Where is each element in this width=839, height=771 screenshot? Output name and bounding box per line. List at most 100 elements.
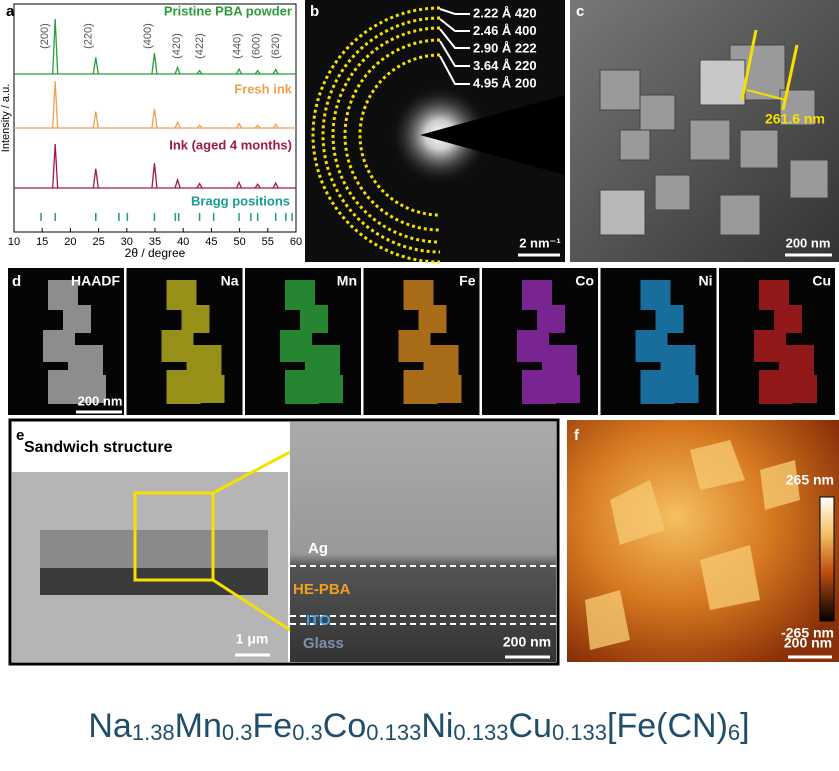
particle [640, 370, 675, 404]
peak-label: (220) [82, 23, 94, 49]
x-axis-label: 2θ / degree [125, 246, 186, 260]
peak [151, 53, 158, 75]
element: Na [88, 707, 132, 745]
title-bg [12, 422, 288, 472]
color-bar [819, 496, 835, 622]
particle [403, 370, 438, 404]
particles [280, 280, 343, 404]
panel-letter: c [576, 3, 584, 20]
saed-panel: 2.22 Å 420 2.46 Å 400 2.90 Å 222 3.64 Å 220… [305, 0, 565, 264]
panel-letter: f [574, 427, 580, 444]
layer-label: Ag [308, 540, 328, 557]
x-tick-label: 50 [233, 236, 245, 248]
subscript: 0.3 [292, 720, 323, 745]
element: Fe [253, 707, 293, 745]
subscript: 0.133 [453, 720, 508, 745]
layer-lines [290, 565, 556, 625]
x-tick-label: 45 [205, 236, 217, 248]
eds-panel: HAADF Na Mn Fe Co Ni Cu 200 nm [8, 268, 835, 415]
scale-bar-label: 1 μm [236, 631, 269, 647]
scale-bar-label: 200 nm [503, 634, 551, 650]
particle [300, 305, 328, 333]
particle [166, 370, 201, 404]
zoom-box [133, 491, 215, 582]
scale-bar-label: 200 nm [784, 635, 832, 651]
zoom-line [212, 450, 291, 495]
peak [272, 181, 279, 189]
x-tick-label: 20 [64, 236, 76, 248]
map-label: Ni [699, 273, 713, 289]
element: Ni [421, 707, 453, 745]
y-axis-label: Intensity / a.u. [0, 84, 12, 152]
element: Mn [175, 707, 222, 745]
map-label: Cu [812, 273, 831, 289]
peak [151, 108, 158, 129]
cross-section-panel: Sandwich structure 1 μm Ag HE-PBA ITO Gl… [8, 418, 560, 666]
particle [670, 375, 699, 403]
scale-bar-label: 200 nm [786, 235, 831, 250]
particle [655, 305, 684, 333]
particles [517, 280, 580, 404]
panel-frame [8, 418, 560, 666]
particle [789, 375, 817, 403]
particles [398, 280, 462, 404]
x-tick-label: 40 [177, 236, 189, 248]
particle [181, 305, 210, 333]
panel-letter: e [16, 427, 24, 444]
afm-panel: 265 nm -265 nm 200 nm [567, 420, 839, 662]
peak [254, 69, 261, 75]
peak-label: (422) [194, 33, 206, 59]
particles [161, 280, 225, 404]
layer-label: HE-PBA [293, 581, 351, 598]
element: ] [740, 707, 749, 745]
x-tick-label: 55 [262, 236, 274, 248]
particles [754, 280, 817, 404]
map-label: Fe [459, 273, 476, 289]
particle [418, 305, 447, 333]
particle [552, 375, 580, 403]
panel-letter: d [12, 273, 21, 290]
element: Cu [508, 707, 551, 745]
peak [174, 65, 181, 75]
x-tick-label: 15 [36, 236, 48, 248]
peak [52, 143, 59, 189]
layer-label: Glass [303, 635, 344, 652]
scale-bar-label: 200 nm [78, 393, 123, 408]
particle [48, 370, 82, 404]
peak [92, 111, 99, 129]
peak-label: (600) [250, 33, 262, 59]
series-label: Pristine PBA powder [164, 3, 292, 18]
map-label: Na [221, 273, 239, 289]
formula: Na1.38Mn0.3Fe0.3Co0.133Ni0.133Cu0.133[Fe… [88, 707, 749, 745]
sem-panel: 261.6 nm 200 nm [570, 0, 839, 262]
subscript: 6 [728, 720, 740, 745]
peak [196, 124, 203, 129]
ring-label: 2.22 Å 420 [473, 5, 537, 20]
color-max: 265 nm [786, 472, 834, 488]
layer-label: ITO [306, 612, 331, 629]
scale-bar-label: 2 nm⁻¹ [519, 235, 561, 250]
subscript: 0.3 [222, 720, 253, 745]
x-tick-label: 30 [121, 236, 133, 248]
ring-label: 2.46 Å 400 [473, 23, 537, 38]
particle [196, 375, 225, 403]
particle [433, 375, 462, 403]
peak-label: (420) [171, 33, 183, 59]
color-min: -265 nm [781, 625, 834, 641]
subscript: 1.38 [132, 720, 175, 745]
peak [254, 182, 261, 189]
particles [43, 280, 106, 404]
peak [196, 182, 203, 189]
ring-leaders [439, 8, 470, 85]
ring-label: 3.64 Å 220 [473, 58, 537, 73]
subscript: 0.133 [366, 720, 421, 745]
peak-label: (620) [270, 33, 282, 59]
x-tick-label: 60 [290, 236, 302, 248]
peak [254, 124, 261, 129]
particle [537, 305, 565, 333]
map-label: HAADF [71, 273, 120, 289]
peak [52, 81, 59, 129]
size-marker [740, 29, 758, 101]
particles [635, 280, 699, 404]
